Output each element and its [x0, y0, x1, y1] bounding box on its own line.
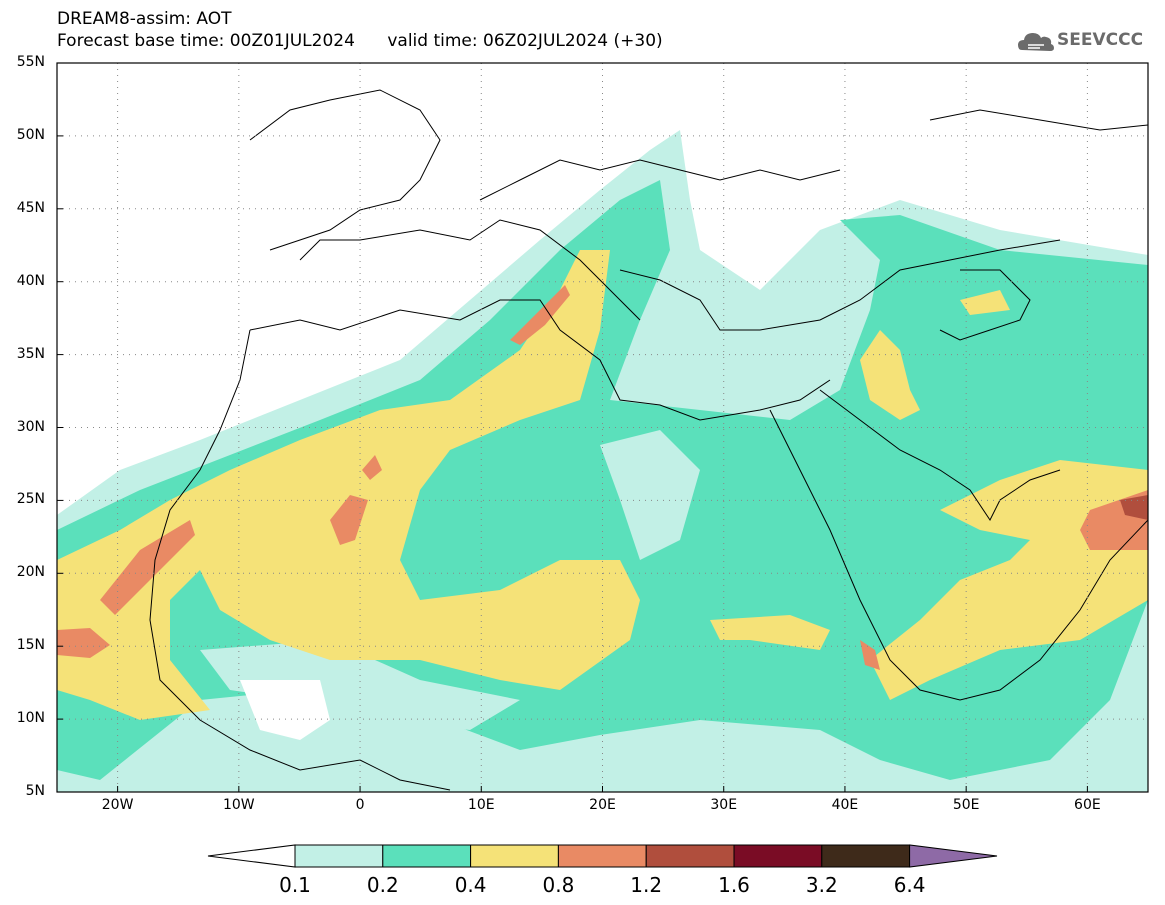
lat-label: 15N — [16, 637, 45, 654]
map-title: DREAM8-assim: AOT — [57, 9, 232, 29]
valid-time: valid time: 06Z02JUL2024 (+30) — [387, 31, 663, 51]
aot-band-0.4-caspian — [960, 290, 1010, 315]
aot-fields — [57, 63, 1148, 792]
lat-label: 10N — [16, 710, 45, 727]
lat-label: 20N — [16, 564, 45, 581]
colorbar-swatch — [557, 844, 647, 868]
lon-label: 20E — [589, 797, 616, 813]
forecast-times: Forecast base time: 00Z01JUL2024 valid t… — [57, 31, 663, 51]
colorbar-level: 0.4 — [454, 873, 487, 897]
lat-label: 55N — [16, 54, 45, 70]
colorbar-swatch — [733, 844, 823, 868]
colorbar-level: 0.2 — [366, 873, 399, 897]
aot-band-0.8-mauritania — [100, 520, 195, 615]
lon-label: 60E — [1074, 797, 1101, 813]
colorbar-level: 1.6 — [718, 873, 750, 897]
seevccc-logo: SEEVCCC — [1057, 30, 1144, 50]
colorbar-level: 0.1 — [279, 873, 311, 897]
colorbar-over — [909, 844, 998, 868]
lon-label: 20W — [101, 797, 134, 813]
aot-gap-sahel — [200, 640, 520, 730]
aot-band-0.4-redsea — [710, 615, 830, 650]
lon-label: 10E — [467, 797, 495, 813]
colorbar-level: 1.2 — [630, 873, 663, 897]
colorbar — [207, 844, 998, 868]
colorbar-level: 0.8 — [542, 873, 575, 897]
lat-label: 50N — [16, 126, 45, 143]
lat-label: 5N — [25, 783, 45, 799]
lat-label: 30N — [16, 418, 45, 435]
lon-label: 50E — [952, 797, 980, 813]
axis-ticks — [57, 62, 1088, 793]
colorbar-under — [207, 844, 296, 868]
aot-band-0.8-italy — [510, 285, 570, 345]
colorbar-swatch — [294, 844, 384, 868]
colorbar-swatch — [470, 844, 559, 868]
aot-band-0.8-yemen — [860, 640, 880, 670]
cloud-icon — [1018, 33, 1054, 51]
coastlines — [149, 89, 1148, 791]
lon-label: 40E — [831, 797, 859, 813]
aot-band-0.4-iraq — [860, 330, 920, 420]
base-time: Forecast base time: 00Z01JUL2024 — [57, 31, 355, 51]
aot-band-0.8-algeria2 — [362, 455, 382, 480]
aot-band-0.8-algeria — [330, 495, 368, 545]
colorbar-level: 3.2 — [805, 873, 838, 897]
colorbar-swatch — [821, 844, 911, 868]
lat-label: 40N — [16, 272, 45, 289]
colorbar-swatch — [645, 844, 735, 868]
aot-band-0.8-senegal — [57, 628, 110, 658]
lat-label: 45N — [16, 199, 45, 216]
aot-clear-sahel — [240, 680, 330, 740]
aot-band-1.2-oman — [1120, 495, 1148, 520]
colorbar-level: 6.4 — [893, 873, 926, 897]
lat-label: 35N — [16, 345, 45, 362]
colorbar-swatch — [382, 844, 472, 868]
lat-label: 25N — [16, 491, 45, 508]
lon-label: 10W — [222, 797, 255, 813]
lon-label: 30E — [710, 797, 738, 813]
aot-gap-sahara — [600, 430, 700, 560]
aot-band-0.4-west — [57, 250, 640, 720]
aot-band-0.4-arabia — [870, 460, 1148, 700]
lon-label: 0 — [355, 797, 365, 813]
